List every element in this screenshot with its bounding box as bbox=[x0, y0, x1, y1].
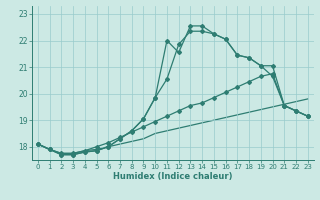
X-axis label: Humidex (Indice chaleur): Humidex (Indice chaleur) bbox=[113, 172, 233, 181]
